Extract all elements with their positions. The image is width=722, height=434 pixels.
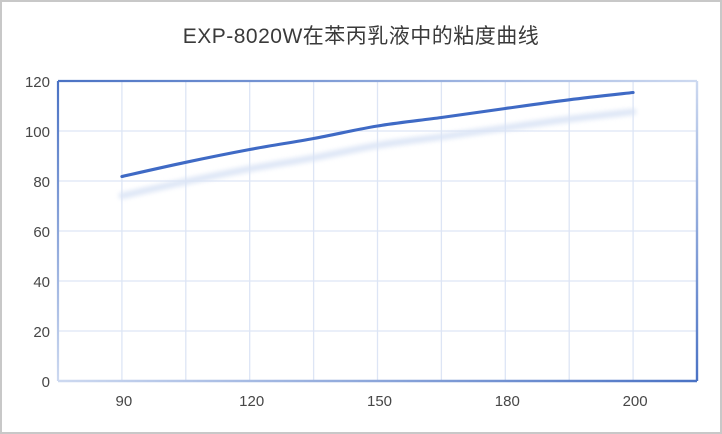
y-tick-label: 20 [33, 324, 50, 341]
x-tick-label: 200 [622, 393, 648, 410]
chart-title: EXP-8020W在苯丙乳液中的粘度曲线 [182, 25, 540, 48]
x-tick-label: 150 [366, 393, 393, 410]
y-tick-label: 60 [33, 224, 50, 241]
x-tick-label: 120 [239, 393, 265, 410]
y-tick-label: 80 [33, 174, 50, 191]
y-tick-label: 40 [33, 274, 50, 291]
glow-shadow-curve [118, 108, 637, 200]
x-tick-label: 90 [115, 393, 133, 410]
viscosity-curve [120, 90, 635, 179]
y-tick-label: 100 [24, 124, 50, 141]
y-tick-label: 120 [24, 74, 50, 91]
y-tick-label: 0 [41, 374, 50, 391]
x-tick-label: 180 [494, 393, 520, 410]
